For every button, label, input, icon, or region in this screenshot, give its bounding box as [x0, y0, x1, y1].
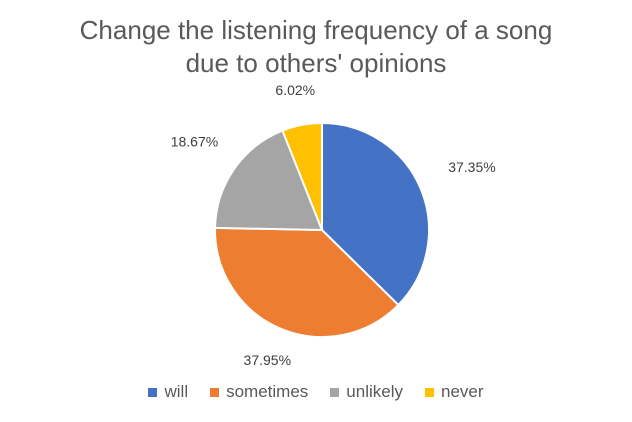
- legend-item-never: never: [424, 382, 484, 402]
- legend-swatch-never: [424, 387, 434, 397]
- pie-slice-never: [281, 121, 323, 231]
- legend-item-unlikely: unlikely: [330, 382, 403, 402]
- legend-label-will: will: [164, 382, 189, 401]
- data-label-will: 37.35%: [448, 159, 495, 175]
- pie-slice-sometimes: [214, 226, 400, 338]
- pie-slice-unlikely: [214, 129, 324, 232]
- legend-item-sometimes: sometimes: [210, 382, 308, 402]
- chart-title-line-2: due to others' opinions: [185, 48, 447, 78]
- pie-slice-will: [321, 121, 430, 307]
- legend-swatch-sometimes: [210, 387, 220, 397]
- data-label-unlikely: 18.67%: [171, 134, 218, 150]
- chart-legend: will sometimes unlikely never: [0, 382, 632, 402]
- chart-title-line-1: Change the listening frequency of a song: [79, 15, 553, 45]
- legend-swatch-unlikely: [330, 387, 340, 397]
- legend-item-will: will: [148, 382, 188, 402]
- data-label-sometimes: 37.95%: [244, 352, 291, 368]
- legend-label-sometimes: sometimes: [226, 382, 309, 401]
- legend-swatch-will: [148, 387, 158, 397]
- data-label-never: 6.02%: [275, 82, 315, 98]
- legend-label-unlikely: unlikely: [346, 382, 403, 401]
- legend-label-never: never: [440, 382, 484, 401]
